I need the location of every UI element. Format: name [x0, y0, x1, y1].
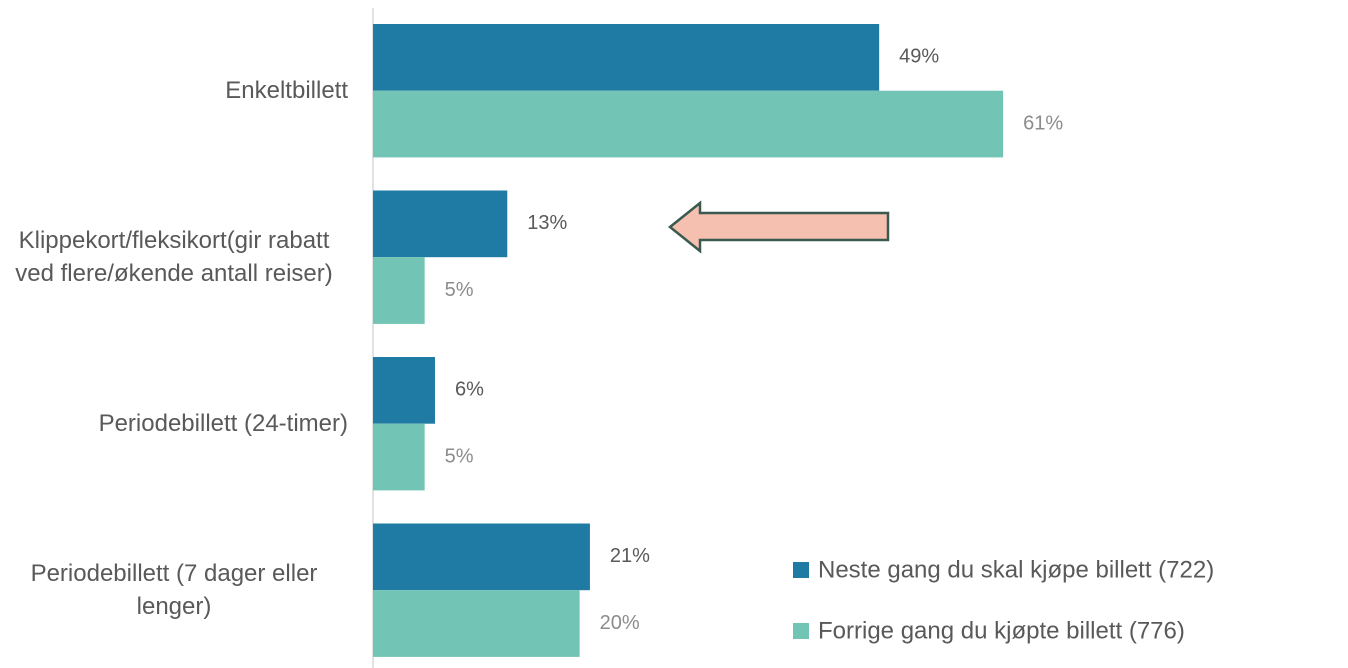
value-label: 61%: [1023, 112, 1063, 134]
value-label: 20%: [600, 612, 640, 634]
value-label: 6%: [455, 379, 484, 401]
category-text: Enkeltbillett: [225, 77, 348, 105]
bar: [373, 90, 1004, 158]
category-text: Periodebillett (24-timer): [98, 410, 348, 438]
bar: [373, 590, 580, 657]
category-text: Periodebillett (7 dager eller lenger): [30, 560, 318, 621]
value-label: 5%: [445, 279, 474, 301]
arrow: [667, 200, 890, 254]
value-label: 5%: [445, 445, 474, 467]
value-label: 49%: [899, 46, 939, 68]
value-label: 13%: [527, 212, 567, 234]
bar: [373, 257, 425, 324]
bar: [373, 357, 435, 424]
value-label: 21%: [610, 545, 650, 567]
category-label: Enkeltbillett: [225, 21, 348, 161]
bar: [373, 523, 590, 591]
category-label: Periodebillett (7 dager eller lenger): [0, 520, 348, 660]
bar: [373, 190, 508, 258]
legend-label: Forrige gang du kjøpte billett (776): [818, 617, 1185, 644]
bar: [373, 423, 425, 491]
bar: [373, 24, 880, 91]
legend-swatch: [793, 623, 809, 639]
legend-label: Neste gang du skal kjøpe billett (722): [818, 556, 1214, 583]
category-label: Klippekort/fleksikort(gir rabatt ved fle…: [0, 187, 348, 327]
category-text: Klippekort/fleksikort(gir rabatt ved fle…: [15, 227, 333, 288]
category-label: Periodebillett (24-timer): [99, 354, 348, 494]
legend-swatch: [793, 562, 809, 578]
